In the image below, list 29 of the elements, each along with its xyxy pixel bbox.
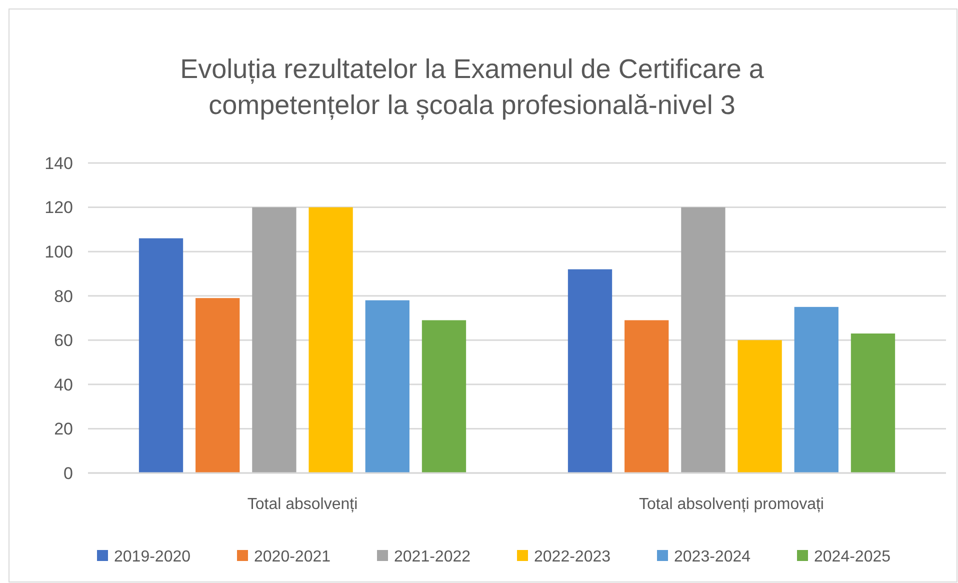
y-tick-label: 0 xyxy=(64,464,73,483)
bar xyxy=(568,269,612,473)
bar xyxy=(252,207,296,473)
x-tick-label: Total absolvenți xyxy=(247,496,358,513)
legend-label: 2020-2021 xyxy=(254,548,331,566)
y-tick-label: 120 xyxy=(44,198,73,218)
y-tick-label: 80 xyxy=(54,286,73,306)
y-tick-label: 140 xyxy=(44,154,73,173)
legend-label: 2021-2022 xyxy=(394,548,471,566)
bar xyxy=(308,207,353,473)
bar xyxy=(422,320,466,473)
bar xyxy=(138,238,184,473)
y-tick-label: 20 xyxy=(54,420,73,439)
bar xyxy=(681,207,726,473)
bar xyxy=(794,306,838,473)
bar xyxy=(850,334,896,473)
chart-title: Evoluția rezultatelor la Examenul de Certificare a competențelor la școala profesională-nivel 3 xyxy=(180,54,765,120)
x-tick-label: Total absolvenți promovați xyxy=(639,496,824,513)
bar xyxy=(624,320,669,473)
legend-label: 2019-2020 xyxy=(114,548,191,566)
legend-label: 2023-2024 xyxy=(674,548,751,566)
legend-label: 2024-2025 xyxy=(814,548,891,566)
y-tick-label: 60 xyxy=(54,331,73,350)
bar xyxy=(365,300,410,473)
y-tick-label: 40 xyxy=(54,375,73,394)
legend-label: 2022-2023 xyxy=(534,548,611,566)
bar xyxy=(196,298,240,473)
bar xyxy=(738,340,782,473)
y-tick-label: 100 xyxy=(44,242,73,262)
